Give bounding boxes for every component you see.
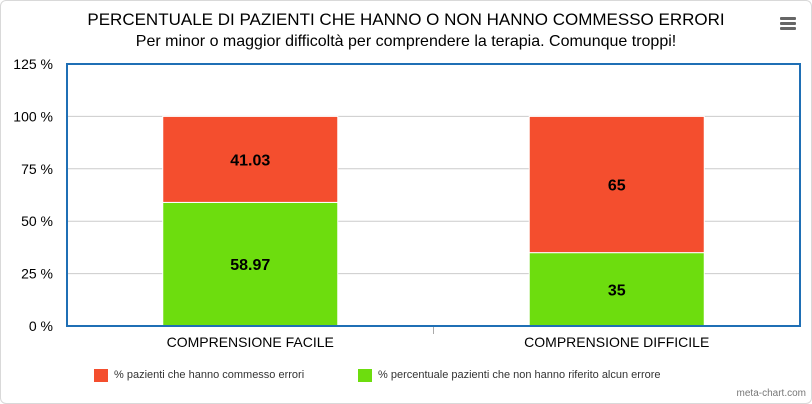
bar-segment bbox=[162, 115, 339, 203]
plot-area-border bbox=[66, 63, 801, 327]
data-label: 41.03 bbox=[230, 152, 270, 169]
y-tick-label: 125 % bbox=[13, 56, 53, 72]
y-tick-label: 50 % bbox=[21, 213, 53, 229]
data-label: 35 bbox=[608, 282, 626, 299]
legend-swatch-errors bbox=[94, 369, 108, 382]
bar-segment bbox=[528, 115, 705, 254]
data-label: 58.97 bbox=[230, 257, 270, 274]
legend-label-errors: % pazienti che hanno commesso errori bbox=[114, 369, 305, 381]
credit-text[interactable]: meta-chart.com bbox=[736, 388, 806, 399]
y-tick-label: 25 % bbox=[21, 266, 53, 282]
x-tick-label: COMPRENSIONE FACILE bbox=[167, 334, 334, 350]
bar-segment bbox=[528, 252, 705, 327]
legend-swatch-no-errors bbox=[358, 369, 372, 382]
y-tick-label: 100 % bbox=[13, 108, 53, 124]
chart-subtitle: Per minor o maggior difficoltà per compr… bbox=[135, 33, 677, 50]
y-tick-label: 0 % bbox=[29, 318, 53, 334]
x-tick-label: COMPRENSIONE DIFFICILE bbox=[524, 334, 709, 350]
chart-title: PERCENTUALE DI PAZIENTI CHE HANNO O NON … bbox=[87, 10, 725, 29]
data-label: 65 bbox=[608, 178, 626, 195]
hamburger-menu-icon[interactable] bbox=[780, 17, 796, 31]
legend-label-no-errors: % percentuale pazienti che non hanno rif… bbox=[378, 369, 661, 381]
bar-segment bbox=[162, 201, 339, 327]
y-tick-label: 75 % bbox=[21, 161, 53, 177]
